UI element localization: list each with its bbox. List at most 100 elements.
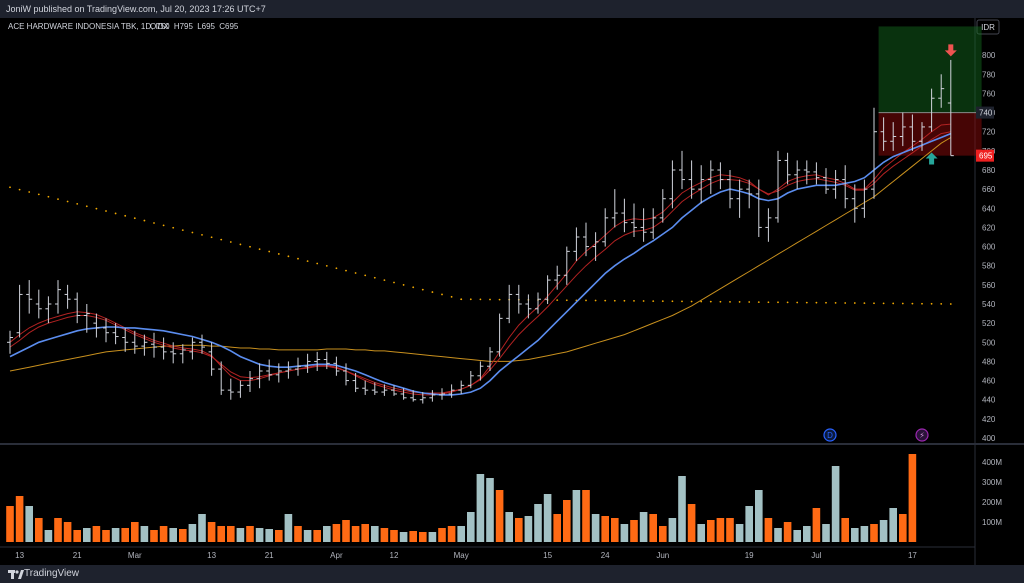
volume-bar — [543, 494, 552, 542]
volume-bar — [207, 522, 216, 542]
indicator-dot — [239, 243, 242, 246]
volume-axis[interactable]: 100M 200M 300M 400M — [982, 458, 1002, 527]
indicator-dot — [460, 298, 463, 301]
chart-canvas[interactable]: ACE HARDWARE INDONESIA TBK, 1D, IDX O750… — [0, 18, 1024, 565]
price-label-text: 695 — [979, 152, 993, 161]
indicator-dot — [633, 300, 635, 302]
indicator-dot — [316, 262, 319, 265]
indicator-dot — [18, 188, 21, 191]
indicator-dot — [613, 299, 616, 302]
volume-bar — [812, 508, 821, 542]
indicator-dot — [777, 301, 779, 304]
legend-symbol: ACE HARDWARE INDONESIA TBK, 1D, IDX — [8, 22, 170, 31]
price-label-text: 740 — [979, 109, 993, 118]
indicator-dot — [162, 224, 165, 227]
volume-bar — [198, 514, 206, 542]
legend-low-value: 695 — [202, 22, 216, 31]
indicator-dot — [249, 245, 251, 248]
price-tick-label: 620 — [982, 223, 996, 232]
ma-red-line-slow — [9, 131, 951, 394]
legend-open-label: O — [150, 22, 156, 31]
volume-bar — [851, 528, 859, 542]
time-tick-label: 12 — [390, 551, 399, 560]
volume-bar — [131, 522, 139, 542]
volume-bar — [534, 504, 542, 542]
indicator-dot — [729, 300, 731, 303]
dividend-icon[interactable]: D — [823, 428, 837, 442]
indicator-dot — [661, 300, 664, 303]
indicator-dot — [921, 302, 923, 305]
volume-bar — [227, 526, 235, 542]
legend-open-value: 750 — [156, 22, 170, 31]
indicator-dot — [373, 276, 376, 279]
sell-arrow-icon — [944, 44, 957, 57]
volume-tick-label: 100M — [982, 518, 1002, 527]
legend-low-label: L — [197, 22, 202, 31]
price-tick-label: 540 — [982, 300, 996, 309]
ma-orange-line — [9, 137, 952, 372]
indicator-dot — [479, 298, 482, 301]
volume-bar — [25, 506, 33, 542]
price-axis[interactable]: 400 420 440 460 480 500 520 540 560 580 600 620 640 6… — [982, 51, 996, 443]
volume-bar — [447, 526, 456, 542]
volume-bar — [217, 526, 225, 542]
tradingview-logo-icon — [8, 570, 24, 579]
moving-averages — [9, 123, 952, 396]
position-target-zone — [878, 26, 982, 113]
indicator-dot — [623, 299, 626, 302]
time-tick-label: 19 — [745, 551, 754, 560]
volume-bar — [236, 528, 245, 542]
volume-bar — [582, 490, 590, 542]
volume-bar — [495, 490, 504, 542]
indicator-dot — [441, 293, 443, 296]
time-tick-label: 17 — [908, 551, 917, 560]
volume-bar — [140, 526, 149, 542]
volume-bar — [505, 512, 513, 542]
price-tick-label: 560 — [982, 281, 996, 290]
currency-label: IDR — [981, 23, 995, 32]
indicator-dot — [57, 198, 59, 201]
volume-bar — [150, 530, 158, 542]
volume-bar — [169, 528, 177, 542]
position-box[interactable] — [878, 26, 982, 156]
indicator-dot — [863, 302, 866, 305]
earnings-icon[interactable]: ⚡ — [915, 428, 929, 442]
volume-bar — [44, 530, 53, 542]
indicator-dot — [604, 299, 607, 302]
volume-bar — [687, 504, 696, 542]
indicator-dot — [738, 301, 741, 303]
indicator-dot — [258, 248, 261, 251]
time-tick-label: 13 — [15, 551, 24, 560]
volume-bar — [764, 518, 773, 542]
indicator-dot — [9, 186, 11, 189]
currency-button[interactable]: IDR — [976, 19, 1000, 35]
indicator-dot — [28, 191, 31, 193]
volume-bar — [380, 528, 389, 542]
volume-bar — [188, 524, 197, 542]
volume-bar — [486, 478, 494, 542]
indicator-dot — [767, 301, 770, 304]
volume-bar — [707, 520, 715, 542]
price-tick-label: 520 — [982, 319, 996, 328]
time-tick-label: May — [454, 551, 469, 560]
volume-bar — [716, 518, 725, 542]
svg-text:O750 H795 L695: O750 H795 L695 C695 — [150, 22, 239, 31]
volume-bar — [361, 524, 369, 542]
volume-bar — [323, 526, 331, 542]
legend-close-label: C — [219, 22, 225, 31]
volume-bar — [390, 530, 398, 542]
volume-bar — [83, 528, 91, 542]
indicator-dot — [76, 203, 79, 205]
volume-bar — [294, 526, 302, 542]
volume-bar — [303, 530, 312, 542]
ohlc-bars — [7, 59, 954, 404]
time-tick-label: Apr — [330, 551, 343, 560]
price-tick-label: 800 — [982, 51, 996, 60]
volume-bar — [793, 530, 801, 542]
time-axis[interactable]: 13 21 Mar 13 21 Apr 12 May 15 24 Jun 19 Jul 17 — [15, 551, 917, 560]
indicator-dot — [815, 301, 818, 304]
time-tick-label: 21 — [265, 551, 274, 560]
publish-header: JoniW published on TradingView.com, Jul … — [0, 0, 1024, 18]
volume-bar — [591, 514, 600, 542]
chart-area[interactable]: ACE HARDWARE INDONESIA TBK, 1D, IDX O750… — [0, 18, 1024, 565]
